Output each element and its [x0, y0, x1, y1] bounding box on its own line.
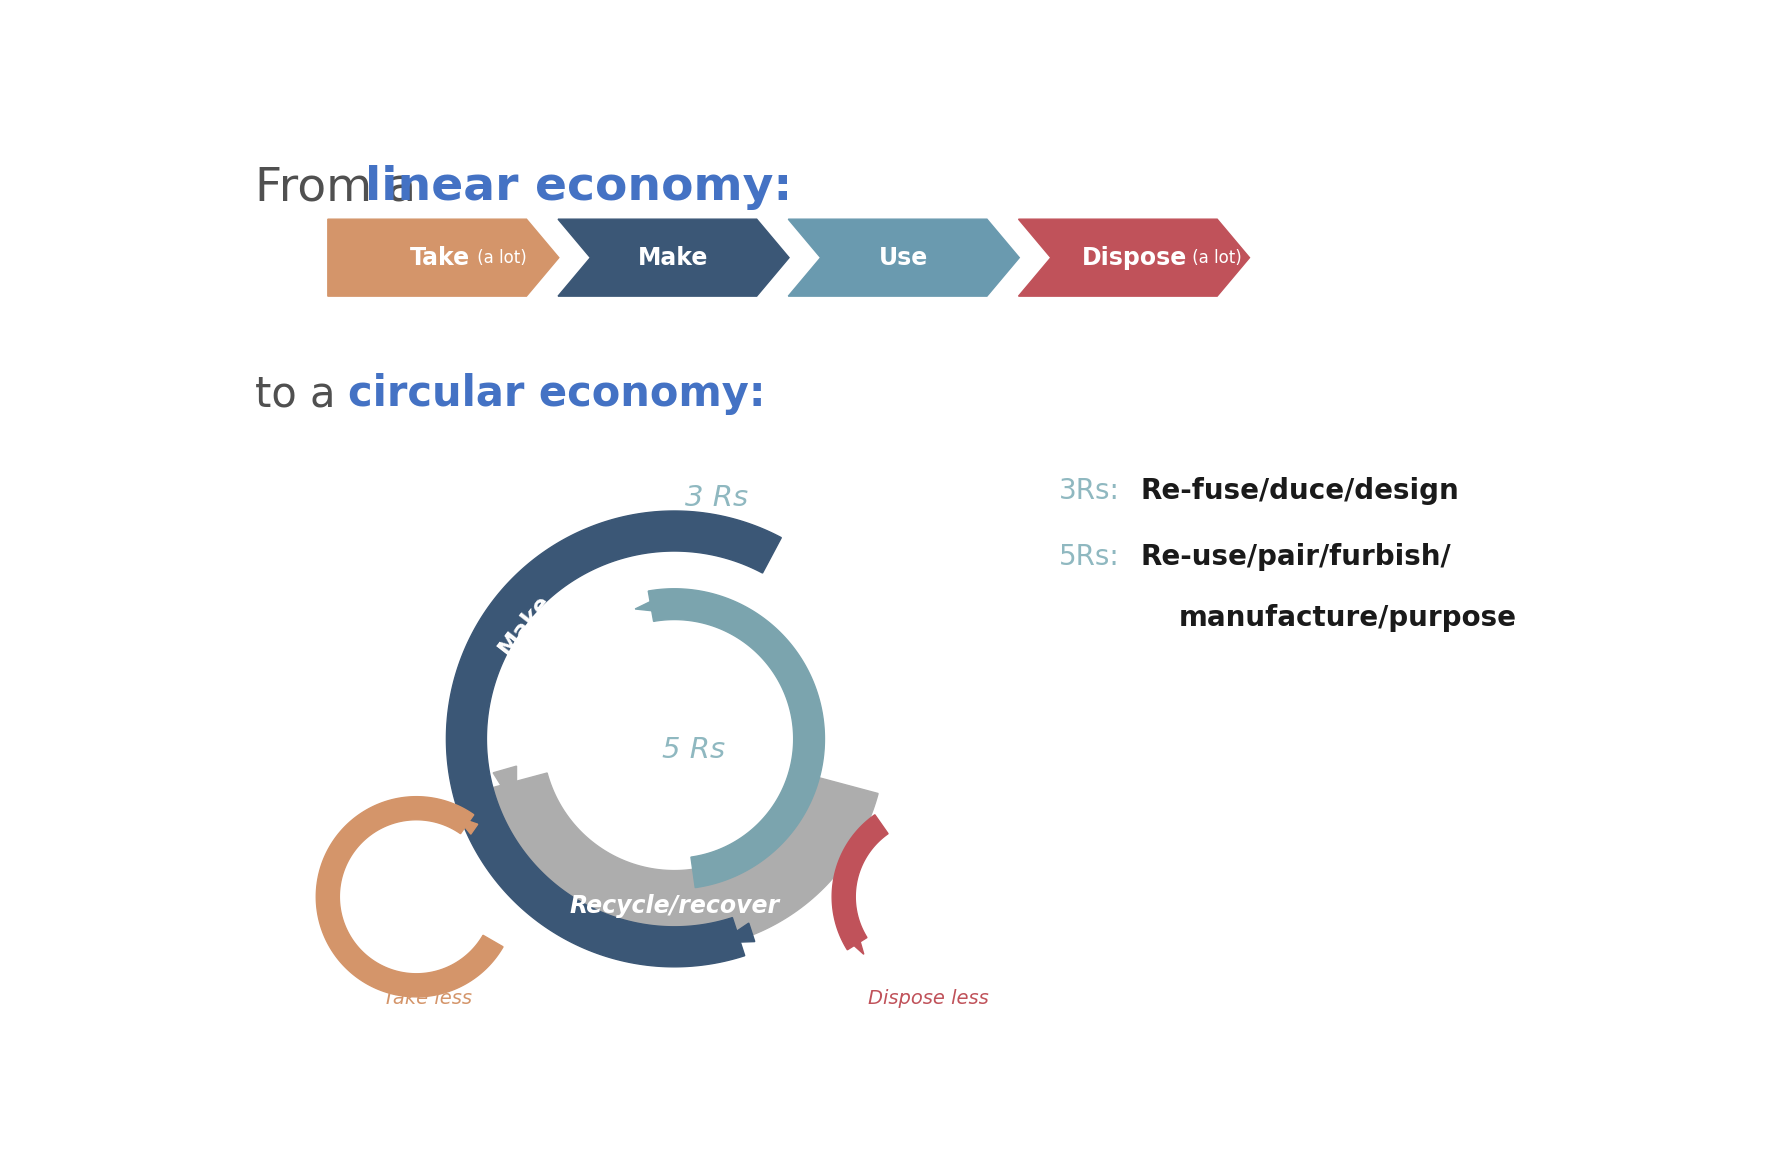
- Text: 5Rs:: 5Rs:: [1059, 542, 1120, 570]
- Text: Recycle/recover: Recycle/recover: [570, 895, 779, 918]
- Text: (a lot): (a lot): [1188, 249, 1243, 267]
- Polygon shape: [1018, 219, 1250, 297]
- Text: Use: Use: [791, 612, 839, 666]
- Polygon shape: [457, 817, 477, 834]
- Polygon shape: [720, 923, 755, 942]
- Text: Make: Make: [638, 246, 709, 270]
- Polygon shape: [316, 796, 504, 997]
- Polygon shape: [470, 773, 879, 950]
- Text: linear economy:: linear economy:: [364, 166, 791, 210]
- Polygon shape: [832, 815, 888, 950]
- Polygon shape: [493, 766, 516, 810]
- Polygon shape: [446, 511, 780, 967]
- Text: Dispose less: Dispose less: [868, 989, 989, 1008]
- Text: 3Rs:: 3Rs:: [1059, 478, 1120, 505]
- Text: Re-fuse/duce/design: Re-fuse/duce/design: [1139, 478, 1459, 505]
- Text: manufacture/purpose: manufacture/purpose: [1179, 604, 1516, 632]
- Text: Take: Take: [411, 246, 470, 270]
- Text: From a: From a: [255, 166, 430, 210]
- Text: Use: Use: [879, 246, 929, 270]
- Text: (a lot): (a lot): [472, 249, 527, 267]
- Text: Take less: Take less: [384, 989, 473, 1008]
- Text: 3 Rs: 3 Rs: [686, 483, 748, 512]
- Polygon shape: [557, 219, 789, 297]
- Text: circular economy:: circular economy:: [348, 373, 766, 415]
- Text: 5 Rs: 5 Rs: [663, 736, 725, 765]
- Text: Re-use/pair/furbish/: Re-use/pair/furbish/: [1139, 542, 1450, 570]
- Polygon shape: [788, 219, 1020, 297]
- Polygon shape: [648, 589, 825, 888]
- Text: Make: Make: [493, 590, 555, 659]
- Text: to a: to a: [255, 373, 348, 415]
- Polygon shape: [636, 597, 663, 612]
- Polygon shape: [847, 933, 864, 954]
- Text: Dispose: Dispose: [1081, 246, 1186, 270]
- Polygon shape: [329, 219, 559, 297]
